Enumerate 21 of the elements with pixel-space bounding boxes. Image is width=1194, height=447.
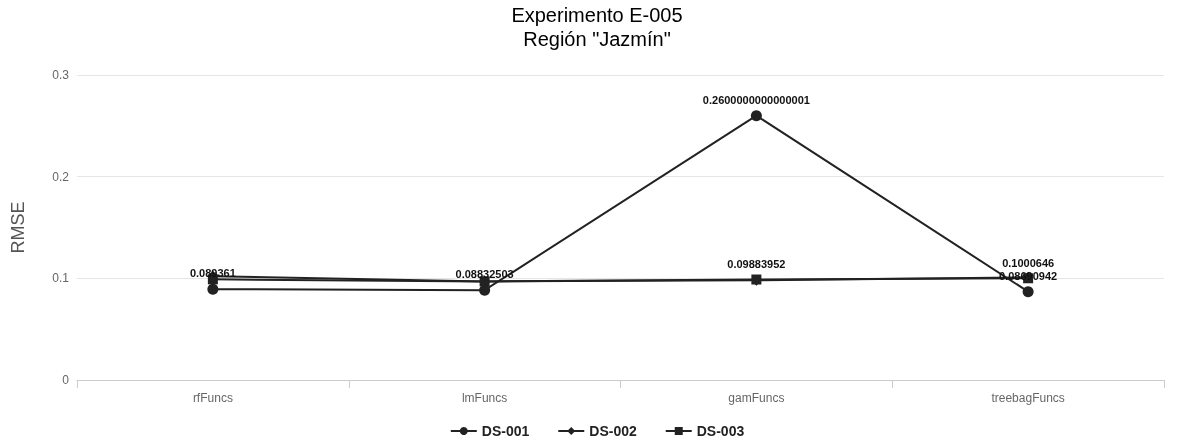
x-tick-label: rfFuncs [192,391,233,405]
point [1022,286,1034,298]
y-tick-label: 0.3 [52,68,70,82]
point [751,274,762,285]
chart-subtitle: Región "Jazmín" [523,28,671,50]
x-tick-label: lmFuncs [461,391,508,405]
x-tick-label: gamFuncs [728,391,785,405]
data-label: 0.1000646 [1002,256,1055,269]
legend-label: DS-001 [481,423,530,439]
data-label: 0.2600000000000001 [702,93,810,106]
legend-label: DS-002 [589,423,637,439]
y-tick-label: 0 [62,373,70,387]
legend-label: DS-003 [696,423,745,439]
point [750,110,762,122]
x-tick-label: treebagFuncs [991,391,1065,405]
point [207,283,219,295]
data-label: 0.09883952 [727,258,786,271]
y-tick-label: 0.1 [52,271,70,286]
y-tick-label: 0.2 [52,169,70,184]
y-axis-title: RMSE [8,201,28,254]
chart-title: Experimento E-005 [511,4,683,26]
